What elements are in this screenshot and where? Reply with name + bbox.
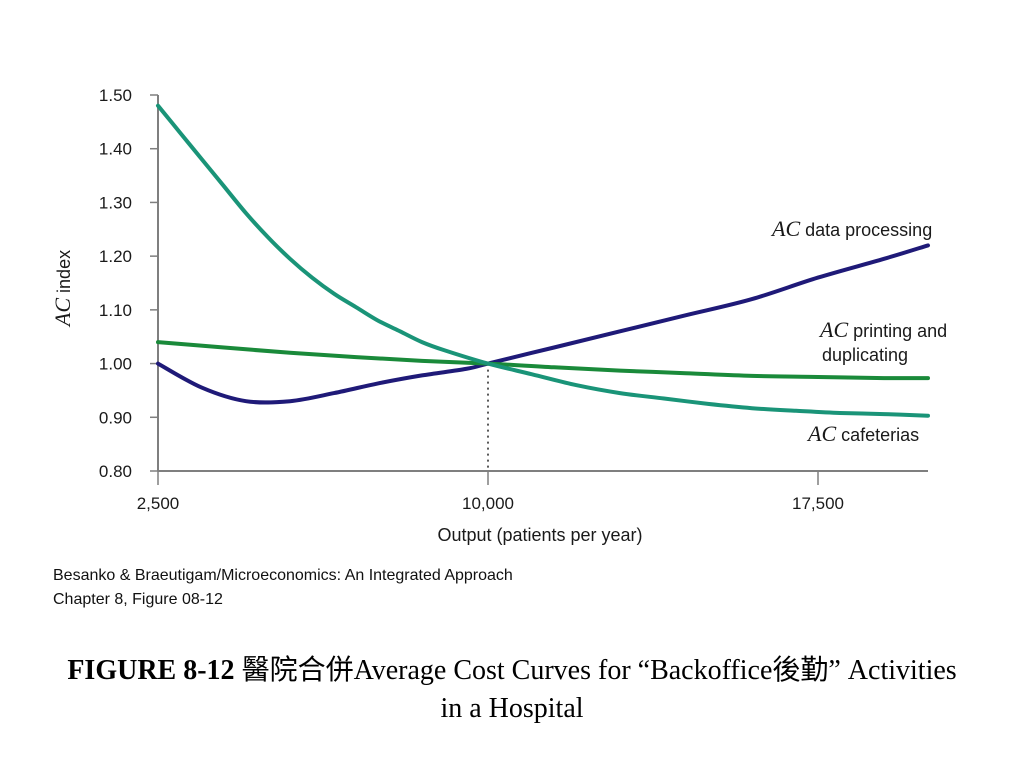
label-data-processing-ac: AC [770,216,800,241]
y-tick-label: 0.80 [99,462,132,481]
x-tick-label: 2,500 [137,494,180,513]
x-tick-label: 17,500 [792,494,844,513]
figure-caption: FIGURE 8-12 醫院合併Average Cost Curves for … [0,652,1024,728]
x-axis-title: Output (patients per year) [437,525,642,545]
x-tick-label: 10,000 [462,494,514,513]
y-tick-label: 1.50 [99,86,132,105]
y-tick-label: 1.00 [99,355,132,374]
series-line-cafeterias [156,103,930,418]
y-tick-label: 1.10 [99,301,132,320]
y-tick-label: 1.40 [99,140,132,159]
label-data-processing-text: data processing [800,220,932,240]
y-tick-label: 1.20 [99,247,132,266]
series-group [156,103,930,418]
y-tick-label: 0.90 [99,408,132,427]
caption-title-line2: in a Hospital [440,693,584,724]
credit-line-2: Chapter 8, Figure 08-12 [53,591,223,608]
y-axis-title: AC index [50,250,75,328]
y-axis-title-rest: index [54,250,74,298]
credit-line-1: Besanko & Braeutigam/Microeconomics: An … [53,567,513,584]
label-printing-line2: duplicating [822,345,908,365]
y-tick-label: 1.30 [99,193,132,212]
label-cafeterias-ac: AC [806,421,836,446]
label-printing-text: printing and [848,321,947,341]
label-printing-ac: AC [818,317,848,342]
label-data-processing: AC data processing [770,216,932,241]
label-cafeterias: AC cafeterias [806,421,919,446]
average-cost-chart: 0.80 0.90 1.00 1.10 1.20 1.30 1.40 1.50 2,500 10… [50,86,947,545]
series-line-printing [156,340,930,381]
caption-title: 醫院合併Average Cost Curves for “Backoffice後… [234,655,957,686]
y-axis: 0.80 0.90 1.00 1.10 1.20 1.30 1.40 1.50 [99,86,159,481]
label-printing: AC printing and [818,317,947,342]
y-axis-title-ac: AC [50,298,75,328]
label-cafeterias-text: cafeterias [836,425,919,445]
x-axis: 2,500 10,000 17,500 [137,470,928,513]
caption-figure-number: FIGURE 8-12 [67,655,235,686]
